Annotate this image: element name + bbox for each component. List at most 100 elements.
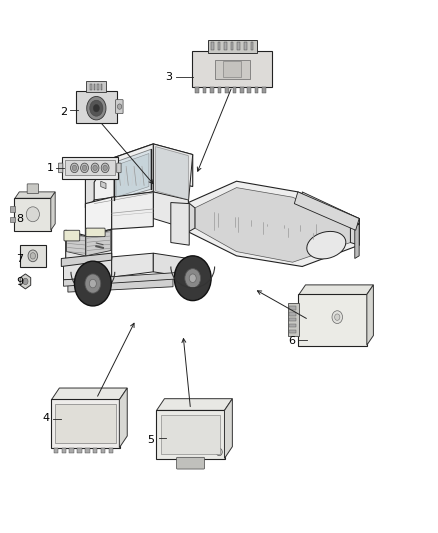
Polygon shape xyxy=(51,192,55,230)
Circle shape xyxy=(185,269,201,288)
Polygon shape xyxy=(64,257,112,280)
Polygon shape xyxy=(112,253,153,277)
FancyBboxPatch shape xyxy=(161,415,220,454)
Polygon shape xyxy=(116,154,149,197)
Polygon shape xyxy=(86,230,111,256)
FancyBboxPatch shape xyxy=(86,228,105,237)
FancyBboxPatch shape xyxy=(62,157,117,179)
Bar xyxy=(289,306,296,310)
Bar xyxy=(101,448,105,453)
Text: 7: 7 xyxy=(16,254,23,263)
Circle shape xyxy=(30,253,35,259)
Circle shape xyxy=(189,274,196,282)
FancyBboxPatch shape xyxy=(156,410,225,459)
Bar xyxy=(94,84,95,90)
Bar xyxy=(195,86,199,93)
Bar xyxy=(255,86,258,93)
Polygon shape xyxy=(367,285,373,345)
Circle shape xyxy=(93,165,97,171)
Bar xyxy=(97,84,99,90)
Polygon shape xyxy=(61,253,112,266)
FancyBboxPatch shape xyxy=(58,163,63,173)
FancyBboxPatch shape xyxy=(223,61,241,77)
Polygon shape xyxy=(156,399,232,410)
Text: 9: 9 xyxy=(16,278,23,287)
Circle shape xyxy=(335,314,340,320)
Bar xyxy=(231,43,233,50)
FancyBboxPatch shape xyxy=(76,91,117,123)
Polygon shape xyxy=(64,272,188,286)
Bar xyxy=(61,448,66,453)
FancyBboxPatch shape xyxy=(116,100,123,114)
Circle shape xyxy=(87,96,106,120)
Bar xyxy=(69,448,74,453)
Text: 8: 8 xyxy=(16,214,23,223)
Polygon shape xyxy=(66,230,85,264)
Bar xyxy=(101,84,102,90)
FancyBboxPatch shape xyxy=(86,81,106,92)
Circle shape xyxy=(82,165,87,171)
Bar xyxy=(262,86,266,93)
Polygon shape xyxy=(224,399,232,458)
Polygon shape xyxy=(85,229,112,264)
Bar xyxy=(10,217,15,222)
Bar xyxy=(203,86,206,93)
FancyBboxPatch shape xyxy=(192,52,272,87)
Circle shape xyxy=(74,261,111,306)
FancyBboxPatch shape xyxy=(117,163,121,173)
Text: 2: 2 xyxy=(60,107,67,117)
Polygon shape xyxy=(67,231,85,256)
Circle shape xyxy=(93,104,99,112)
FancyBboxPatch shape xyxy=(208,40,257,53)
FancyBboxPatch shape xyxy=(51,399,120,448)
Circle shape xyxy=(174,256,211,301)
Polygon shape xyxy=(112,192,153,229)
FancyBboxPatch shape xyxy=(299,294,367,345)
Bar xyxy=(251,43,253,50)
FancyBboxPatch shape xyxy=(14,198,51,231)
Circle shape xyxy=(72,165,77,171)
FancyBboxPatch shape xyxy=(27,184,39,193)
Polygon shape xyxy=(188,203,195,232)
Text: 3: 3 xyxy=(165,72,172,82)
Polygon shape xyxy=(171,203,189,245)
Circle shape xyxy=(103,165,107,171)
Polygon shape xyxy=(153,253,188,277)
FancyBboxPatch shape xyxy=(287,303,299,336)
Circle shape xyxy=(23,278,28,285)
Bar xyxy=(90,84,92,90)
FancyBboxPatch shape xyxy=(64,160,115,175)
FancyBboxPatch shape xyxy=(64,230,80,241)
Circle shape xyxy=(101,163,109,173)
Circle shape xyxy=(85,274,101,293)
Polygon shape xyxy=(153,192,188,229)
Polygon shape xyxy=(94,192,153,225)
Bar xyxy=(237,43,240,50)
Bar xyxy=(53,448,58,453)
Bar xyxy=(244,43,247,50)
Bar xyxy=(109,448,113,453)
Polygon shape xyxy=(85,160,107,208)
Polygon shape xyxy=(114,149,151,200)
Bar xyxy=(289,312,296,316)
Text: 5: 5 xyxy=(148,435,155,445)
FancyBboxPatch shape xyxy=(215,60,250,79)
Polygon shape xyxy=(107,144,193,189)
Polygon shape xyxy=(20,274,31,289)
Polygon shape xyxy=(302,192,359,224)
Bar xyxy=(247,86,251,93)
Polygon shape xyxy=(52,388,127,400)
Polygon shape xyxy=(101,181,106,189)
Circle shape xyxy=(90,100,103,116)
Circle shape xyxy=(89,279,96,288)
Polygon shape xyxy=(299,285,373,294)
Polygon shape xyxy=(153,144,193,203)
Circle shape xyxy=(81,163,88,173)
Circle shape xyxy=(216,448,222,456)
Bar xyxy=(289,318,296,321)
Polygon shape xyxy=(195,188,350,262)
Bar xyxy=(289,330,296,333)
Polygon shape xyxy=(294,192,359,230)
Polygon shape xyxy=(68,278,173,292)
Circle shape xyxy=(332,311,343,324)
